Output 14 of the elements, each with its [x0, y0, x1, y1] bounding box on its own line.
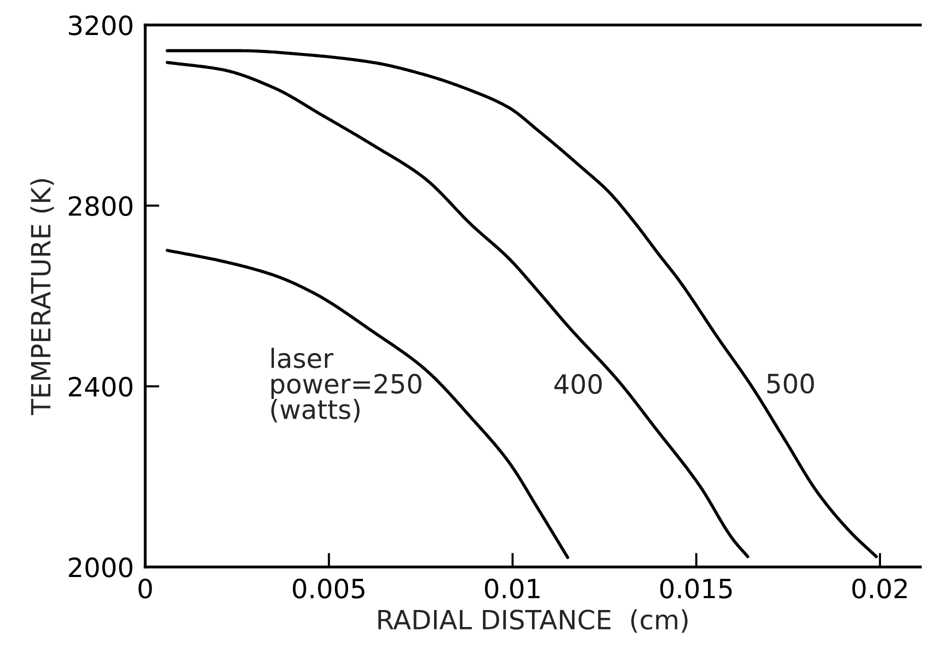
y-tick-label: 2800: [68, 196, 132, 216]
x-tick-label: 0.015: [660, 578, 732, 599]
x-tick-label: 0: [138, 578, 152, 599]
y-axis-title: TEMPERATURE (K): [30, 179, 54, 416]
series-label: laser power=250 (watts): [271, 348, 422, 422]
y-tick-label: 2400: [68, 376, 132, 397]
y-tick-label: 2000: [68, 557, 132, 578]
x-tick-label: 0.02: [852, 578, 907, 599]
y-tick-label: 3200: [68, 15, 132, 36]
x-tick-label: 0.005: [292, 578, 364, 599]
x-tick-label: 0.01: [484, 578, 540, 599]
series-label: 400: [554, 374, 602, 394]
x-axis-title: RADIAL DISTANCE (cm): [378, 609, 688, 633]
series-label: 500: [767, 374, 814, 394]
